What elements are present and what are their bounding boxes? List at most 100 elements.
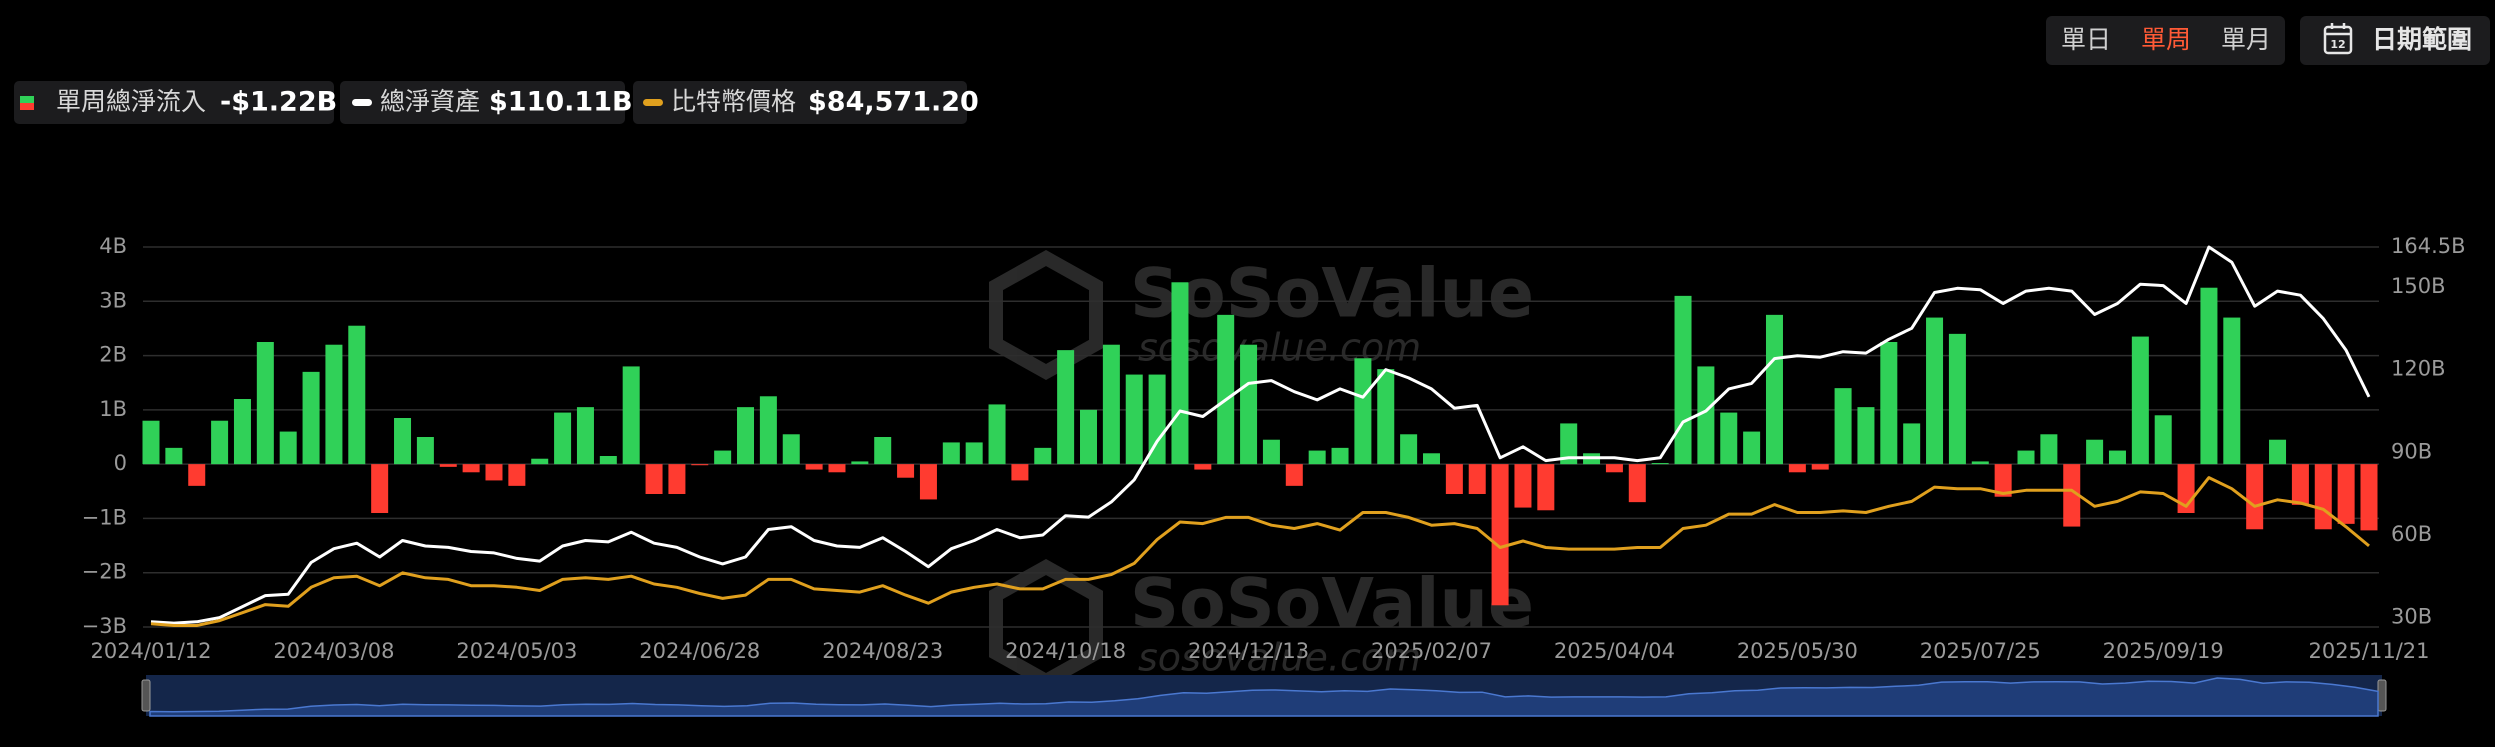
x-tick-label: 2024/05/03 [456, 639, 577, 663]
watermark-url: sosovalue.com [1138, 636, 1421, 680]
legend-item[interactable] [633, 81, 967, 124]
y-tick-label: −1B [82, 505, 127, 529]
bar [988, 404, 1006, 465]
navigator-handle[interactable] [2377, 679, 2387, 712]
x-tick-label: 2025/02/07 [1371, 639, 1492, 663]
calendar-icon [2323, 23, 2353, 55]
x-tick-label: 2024/06/28 [639, 639, 760, 663]
legend-label: 單周總淨流入 [56, 87, 206, 116]
date-range-label[interactable]: 日期範圍 [2372, 25, 2472, 54]
bar [1811, 464, 1829, 470]
x-tick-label: 2025/05/30 [1737, 639, 1858, 663]
bar [919, 464, 937, 500]
bar [599, 456, 617, 465]
bar [1262, 439, 1280, 465]
bar [1834, 388, 1852, 465]
bar [1080, 409, 1098, 465]
y2-tick-label: 120B [2391, 357, 2446, 381]
bar [2200, 287, 2218, 465]
bar [1102, 344, 1120, 465]
bar [668, 464, 686, 494]
bar [1217, 314, 1235, 465]
bar [1697, 366, 1715, 465]
bar [554, 412, 572, 465]
period-option[interactable]: 單周 [2141, 25, 2191, 54]
x-tick-label: 2024/08/23 [822, 639, 943, 663]
x-tick-label: 2025/09/19 [2103, 639, 2224, 663]
bar [1537, 464, 1555, 511]
bar [622, 366, 640, 465]
legend-value: -$1.22B [220, 87, 337, 118]
bar [759, 396, 777, 465]
bar [211, 420, 229, 465]
bar [1674, 295, 1692, 465]
bar [348, 325, 366, 465]
bar [2154, 415, 2172, 465]
legend-value: $84,571.20 [808, 87, 979, 118]
bar [2086, 439, 2104, 465]
period-option[interactable]: 單月 [2221, 25, 2271, 54]
x-tick-label: 2025/07/25 [1920, 639, 2041, 663]
bar [508, 464, 526, 486]
line [150, 476, 2370, 627]
bar [851, 461, 869, 465]
legend-swatch [352, 99, 372, 106]
bar [1240, 344, 1258, 465]
bar [1743, 431, 1761, 465]
calendar-day: 12 [2330, 38, 2345, 51]
bar [2337, 464, 2355, 524]
line [150, 245, 2371, 625]
bar [691, 464, 709, 466]
bar [302, 371, 320, 465]
bar [531, 458, 549, 465]
bar [485, 464, 503, 481]
bar [439, 464, 457, 467]
navigator-area [149, 677, 2379, 717]
bar [1171, 282, 1189, 465]
bar [1422, 453, 1440, 465]
x-tick-label: 2024/01/12 [90, 639, 211, 663]
x-tick-label: 2025/11/21 [2308, 639, 2429, 663]
x-tick-label: 2024/12/13 [1188, 639, 1309, 663]
legend-value: $110.11B [489, 87, 633, 118]
bar [897, 464, 915, 478]
legend-item[interactable] [14, 81, 334, 124]
bar [1926, 317, 1944, 465]
bar [2360, 464, 2378, 531]
y2-tick-label: 150B [2391, 274, 2446, 298]
navigator-handle[interactable] [141, 679, 151, 712]
legend-label: 總淨資產 [380, 87, 480, 116]
bar [1903, 423, 1921, 465]
bar [828, 464, 846, 473]
bar [1765, 314, 1783, 465]
bar [2040, 434, 2058, 465]
bar [279, 431, 297, 465]
period-option[interactable]: 單日 [2061, 25, 2111, 54]
bar [142, 420, 160, 465]
bar [1285, 464, 1303, 486]
bar [874, 437, 892, 465]
bar [256, 342, 274, 465]
bar [2108, 450, 2126, 465]
bar [371, 464, 389, 513]
legend-item[interactable] [340, 81, 625, 124]
bar [2246, 464, 2264, 530]
bar [576, 407, 594, 465]
y2-tick-label: 30B [2391, 605, 2432, 629]
bar [1057, 350, 1075, 465]
bar [2223, 317, 2241, 465]
legend-swatch-negative [20, 103, 34, 110]
bar [737, 407, 755, 465]
watermark-logo: SoSoValue [1130, 565, 1534, 644]
bar [942, 442, 960, 465]
y2-tick-label: 164.5B [2391, 234, 2466, 258]
legend-swatch [643, 99, 663, 106]
y-tick-label: −2B [82, 560, 127, 584]
bar [1125, 374, 1143, 465]
watermark-logo: SoSoValue [1130, 255, 1534, 334]
x-tick-label: 2025/04/04 [1554, 639, 1675, 663]
y-tick-label: 1B [99, 397, 127, 421]
bar [1377, 369, 1395, 465]
bar [2291, 464, 2309, 505]
